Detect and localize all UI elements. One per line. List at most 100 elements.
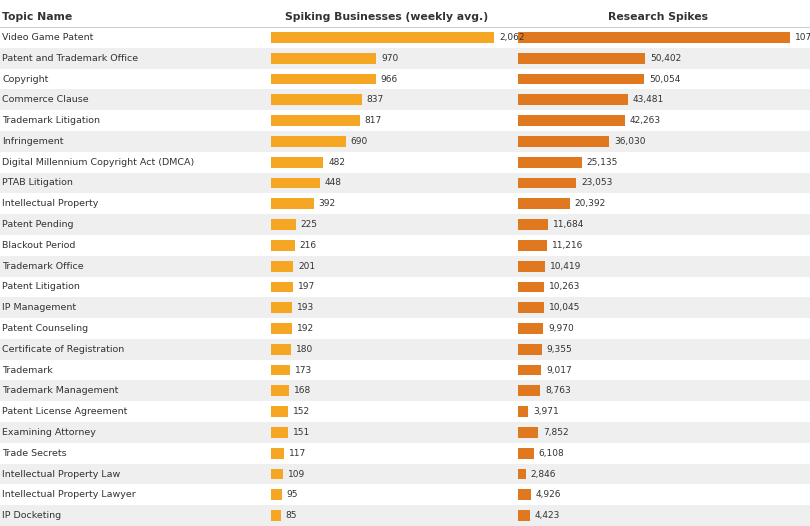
Text: Examining Attorney: Examining Attorney (2, 428, 96, 437)
FancyBboxPatch shape (0, 0, 810, 27)
Text: Trade Secrets: Trade Secrets (2, 449, 67, 458)
FancyBboxPatch shape (518, 365, 541, 376)
Text: Digital Millennium Copyright Act (DMCA): Digital Millennium Copyright Act (DMCA) (2, 158, 194, 167)
Text: 2,062: 2,062 (499, 33, 524, 42)
FancyBboxPatch shape (0, 422, 810, 443)
Text: Blackout Period: Blackout Period (2, 241, 76, 250)
Text: 109: 109 (288, 470, 305, 479)
Text: 43,481: 43,481 (633, 95, 664, 104)
Text: PTAB Litigation: PTAB Litigation (2, 178, 74, 187)
Text: Patent Pending: Patent Pending (2, 220, 74, 229)
Text: Trademark Office: Trademark Office (2, 261, 84, 270)
Text: 837: 837 (367, 95, 384, 104)
Text: Trademark Litigation: Trademark Litigation (2, 116, 100, 125)
Text: Patent and Trademark Office: Patent and Trademark Office (2, 54, 139, 63)
FancyBboxPatch shape (271, 469, 284, 479)
FancyBboxPatch shape (0, 68, 810, 89)
FancyBboxPatch shape (518, 261, 544, 271)
Text: 23,053: 23,053 (582, 178, 612, 187)
Text: 151: 151 (292, 428, 309, 437)
Text: 4,926: 4,926 (535, 490, 561, 499)
Text: 817: 817 (364, 116, 382, 125)
FancyBboxPatch shape (0, 318, 810, 339)
FancyBboxPatch shape (518, 406, 528, 417)
FancyBboxPatch shape (518, 198, 569, 209)
Text: 25,135: 25,135 (586, 158, 618, 167)
Text: 11,684: 11,684 (552, 220, 584, 229)
Text: 3,971: 3,971 (533, 407, 559, 416)
Text: 20,392: 20,392 (574, 199, 606, 208)
FancyBboxPatch shape (518, 115, 625, 126)
Text: Patent Litigation: Patent Litigation (2, 282, 80, 291)
FancyBboxPatch shape (271, 136, 346, 147)
FancyBboxPatch shape (271, 261, 293, 271)
FancyBboxPatch shape (271, 406, 288, 417)
Text: 201: 201 (298, 261, 315, 270)
Text: 448: 448 (325, 178, 342, 187)
Text: Patent Counseling: Patent Counseling (2, 324, 88, 333)
Text: 392: 392 (318, 199, 335, 208)
FancyBboxPatch shape (0, 380, 810, 401)
FancyBboxPatch shape (271, 178, 320, 188)
Text: 95: 95 (287, 490, 298, 499)
FancyBboxPatch shape (518, 281, 544, 292)
FancyBboxPatch shape (518, 240, 547, 251)
FancyBboxPatch shape (0, 297, 810, 318)
FancyBboxPatch shape (271, 198, 313, 209)
Text: 482: 482 (328, 158, 345, 167)
FancyBboxPatch shape (271, 74, 376, 84)
FancyBboxPatch shape (271, 427, 288, 438)
FancyBboxPatch shape (518, 53, 645, 64)
Text: Intellectual Property Lawyer: Intellectual Property Lawyer (2, 490, 136, 499)
FancyBboxPatch shape (518, 178, 577, 188)
FancyBboxPatch shape (271, 386, 289, 396)
FancyBboxPatch shape (518, 427, 538, 438)
Text: Topic Name: Topic Name (2, 12, 73, 22)
Text: 966: 966 (381, 75, 398, 84)
FancyBboxPatch shape (518, 157, 582, 168)
Text: 216: 216 (300, 241, 317, 250)
Text: 193: 193 (297, 303, 314, 312)
Text: 152: 152 (292, 407, 309, 416)
FancyBboxPatch shape (518, 323, 544, 334)
Text: 9,970: 9,970 (548, 324, 574, 333)
Text: 107,915: 107,915 (795, 33, 810, 42)
FancyBboxPatch shape (0, 131, 810, 152)
Text: Research Spikes: Research Spikes (608, 12, 708, 22)
Text: Trademark Management: Trademark Management (2, 387, 119, 396)
FancyBboxPatch shape (271, 448, 284, 459)
Text: 180: 180 (296, 345, 313, 354)
Text: 11,216: 11,216 (552, 241, 583, 250)
Text: Trademark: Trademark (2, 366, 53, 375)
Text: 10,263: 10,263 (549, 282, 581, 291)
FancyBboxPatch shape (271, 240, 295, 251)
FancyBboxPatch shape (271, 157, 323, 168)
FancyBboxPatch shape (518, 136, 609, 147)
Text: 690: 690 (351, 137, 368, 146)
FancyBboxPatch shape (271, 53, 376, 64)
Text: Intellectual Property Law: Intellectual Property Law (2, 470, 121, 479)
FancyBboxPatch shape (0, 463, 810, 484)
FancyBboxPatch shape (0, 443, 810, 463)
FancyBboxPatch shape (271, 302, 292, 313)
FancyBboxPatch shape (0, 27, 810, 48)
Text: Infringement: Infringement (2, 137, 64, 146)
Text: 50,054: 50,054 (649, 75, 680, 84)
Text: 192: 192 (297, 324, 314, 333)
FancyBboxPatch shape (518, 74, 644, 84)
FancyBboxPatch shape (518, 219, 548, 230)
Text: IP Docketing: IP Docketing (2, 511, 62, 520)
Text: 168: 168 (294, 387, 312, 396)
FancyBboxPatch shape (0, 235, 810, 256)
FancyBboxPatch shape (0, 152, 810, 173)
Text: 970: 970 (381, 54, 399, 63)
Text: Patent License Agreement: Patent License Agreement (2, 407, 128, 416)
Text: 117: 117 (289, 449, 306, 458)
FancyBboxPatch shape (271, 32, 494, 43)
FancyBboxPatch shape (271, 281, 292, 292)
FancyBboxPatch shape (0, 110, 810, 131)
FancyBboxPatch shape (271, 365, 290, 376)
Text: 36,030: 36,030 (614, 137, 646, 146)
FancyBboxPatch shape (518, 302, 544, 313)
Text: 50,402: 50,402 (650, 54, 681, 63)
